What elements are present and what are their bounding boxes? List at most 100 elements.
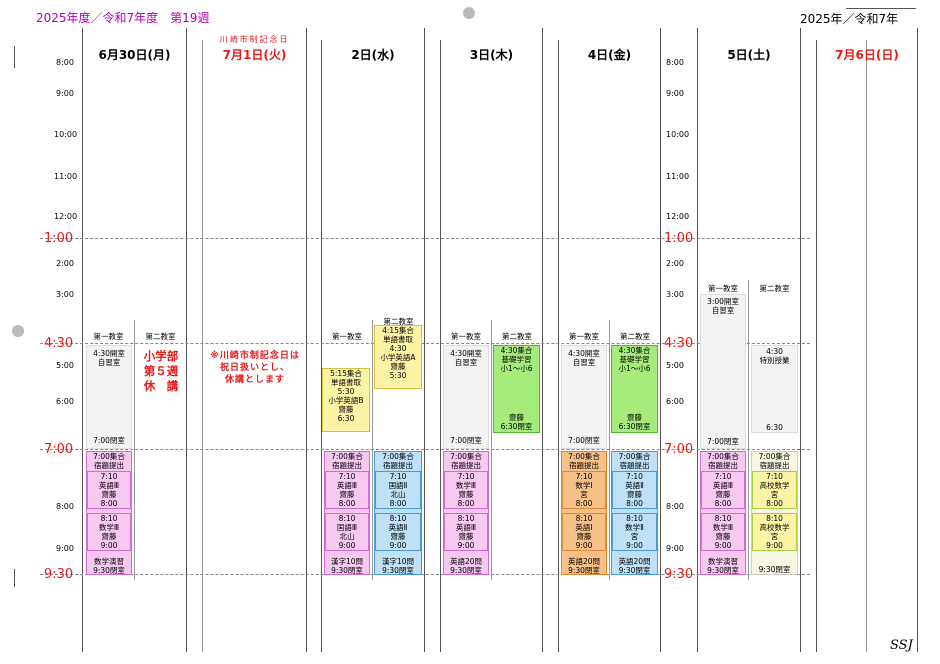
study-room-block[interactable] <box>700 294 746 449</box>
time-divider <box>40 238 810 239</box>
hour-label: 5:00 <box>56 361 74 370</box>
event-gather: 7:00集合 宿題提出 <box>758 452 791 470</box>
class-english3[interactable]: 8:10 英語Ⅲ 齋藤 9:00 <box>444 513 488 551</box>
hour-label: 10:00 <box>666 130 690 139</box>
hour-label-major: 4:30 <box>664 336 694 351</box>
class-japanese2[interactable]: 7:10 国語Ⅱ 北山 8:00 <box>375 471 421 509</box>
close-time: 7:00閉室 <box>568 436 600 445</box>
open-time: 4:30開室 <box>450 349 482 358</box>
grid-line <box>697 28 698 652</box>
punch-hole-top <box>463 7 475 19</box>
class-math2[interactable]: 8:10 数学Ⅱ 宮 9:00 <box>612 513 657 551</box>
grid-line <box>372 320 373 580</box>
hour-label: 6:00 <box>666 397 684 406</box>
event-gather: 7:00集合 宿題提出 <box>93 452 125 470</box>
class-basic-study[interactable] <box>493 345 540 433</box>
event-close: 英語20問 9:30閉室 <box>449 557 483 575</box>
class-hs-math[interactable]: 8:10 高校数学 宮 9:00 <box>752 513 797 551</box>
hour-label: 9:00 <box>666 544 684 553</box>
self-study-label: 自習室 <box>97 358 121 367</box>
hour-label: 10:00 <box>54 130 78 139</box>
class-kids-english-a[interactable]: 4:15集合 単語書取 4:30 小学英語A 齋藤 5:30 <box>374 325 422 389</box>
self-study-label: 自習室 <box>572 358 596 367</box>
grid-line <box>917 28 918 652</box>
class-english3[interactable]: 7:10 英語Ⅲ 齋藤 8:00 <box>701 471 745 509</box>
event-gather: 7:00集合 宿題提出 <box>707 452 739 470</box>
time-divider <box>40 343 810 344</box>
hour-label: 8:00 <box>56 58 74 67</box>
open-time: 3:00開室 <box>707 297 739 306</box>
grid-line <box>748 280 749 580</box>
grid-line <box>558 40 559 652</box>
close-time: 7:00閉室 <box>450 436 482 445</box>
room-2-header: 第二教室 <box>145 332 176 341</box>
study-room-block[interactable] <box>561 345 607 449</box>
class-english3[interactable]: 7:10 英語Ⅲ 齋藤 8:00 <box>325 471 369 509</box>
class-japanese3[interactable]: 8:10 国語Ⅲ 北山 9:00 <box>325 513 369 551</box>
class-basic-study[interactable] <box>611 345 658 433</box>
holiday-note: 川崎市制記念日 <box>219 35 290 44</box>
class-english2[interactable]: 7:10 英語Ⅱ 齋藤 8:00 <box>612 471 657 509</box>
study-room-block[interactable] <box>443 345 489 449</box>
grid-line <box>82 28 83 652</box>
time-divider <box>40 449 810 450</box>
basic-study-end: 齋藤 6:30閉室 <box>618 413 651 431</box>
no-class-notice: 小学部 第５週 休 講 <box>143 349 179 393</box>
grid-line <box>491 320 492 580</box>
class-math3[interactable]: 7:10 数学Ⅲ 齋藤 8:00 <box>444 471 488 509</box>
year-title: 2025年／令和7年 <box>800 12 899 26</box>
basic-study-start: 4:30集合 基礎学習 小1～小6 <box>618 346 651 373</box>
class-english3[interactable]: 7:10 英語Ⅲ 齋藤 8:00 <box>87 471 131 509</box>
holiday-notice: ※川崎市制記念日は 祝日扱いとし、 休講とします <box>210 351 300 385</box>
grid-line <box>440 40 441 652</box>
class-math1[interactable]: 7:10 数学Ⅰ 宮 8:00 <box>562 471 606 509</box>
class-hs-math[interactable]: 7:10 高校数学 宮 8:00 <box>752 471 797 509</box>
hour-label-major: 1:00 <box>664 231 694 246</box>
class-english2[interactable]: 8:10 英語Ⅱ 齋藤 9:00 <box>375 513 421 551</box>
hour-label: 11:00 <box>54 172 78 181</box>
open-time: 4:30開室 <box>568 349 600 358</box>
grid-line <box>800 28 801 652</box>
event-close: 数学演習 9:30閉室 <box>93 557 125 575</box>
hour-label: 9:00 <box>56 544 74 553</box>
class-kids-english-b[interactable]: 5:15集合 単語書取 5:30 小学英語B 齋藤 6:30 <box>322 368 370 432</box>
day-header-fri: 4日(金) <box>587 48 632 62</box>
header-rule <box>846 8 916 9</box>
class-english1[interactable]: 8:10 英語Ⅰ 齋藤 9:00 <box>562 513 606 551</box>
grid-line <box>660 28 661 652</box>
basic-study-end: 齋藤 6:30閉室 <box>500 413 533 431</box>
hour-label: 8:00 <box>666 502 684 511</box>
grid-line <box>321 40 322 652</box>
class-math3[interactable]: 8:10 数学Ⅲ 齋藤 9:00 <box>87 513 131 551</box>
hour-label: 3:00 <box>56 290 74 299</box>
grid-line <box>134 320 135 580</box>
punch-hole-mid <box>12 325 24 337</box>
day-header-sun: 7月6日(日) <box>835 48 899 62</box>
grid-line <box>186 28 187 652</box>
class-special[interactable] <box>751 345 798 433</box>
hour-label-major: 9:30 <box>44 567 74 582</box>
self-study-label: 自習室 <box>454 358 478 367</box>
day-header-sat: 5日(土) <box>727 48 771 62</box>
hour-label: 3:00 <box>666 290 684 299</box>
event-gather: 7:00集合 宿題提出 <box>568 452 600 470</box>
hour-label: 6:00 <box>56 397 74 406</box>
room-1-header: 第一教室 <box>451 332 481 341</box>
study-room-block[interactable] <box>86 345 132 449</box>
grid-line <box>202 40 203 652</box>
hour-label: 8:00 <box>56 502 74 511</box>
event-close: 数学演習 9:30閉室 <box>707 557 739 575</box>
hour-label: 12:00 <box>54 212 78 221</box>
week-title: 2025年度／令和7年度 第19週 <box>36 11 210 25</box>
time-divider <box>40 574 810 575</box>
event-gather: 7:00集合 宿題提出 <box>331 452 363 470</box>
close-time: 7:00閉室 <box>707 437 739 446</box>
event-close: 英語20問 9:30閉室 <box>618 557 651 575</box>
class-math3[interactable]: 8:10 数学Ⅲ 齋藤 9:00 <box>701 513 745 551</box>
self-study-label: 自習室 <box>711 306 735 315</box>
hour-label: 2:00 <box>56 259 74 268</box>
event-gather: 7:00集合 宿題提出 <box>450 452 482 470</box>
hour-label-major: 4:30 <box>44 336 74 351</box>
signature: SSJ <box>890 638 913 653</box>
basic-study-start: 4:30集合 基礎学習 小1～小6 <box>500 346 533 373</box>
